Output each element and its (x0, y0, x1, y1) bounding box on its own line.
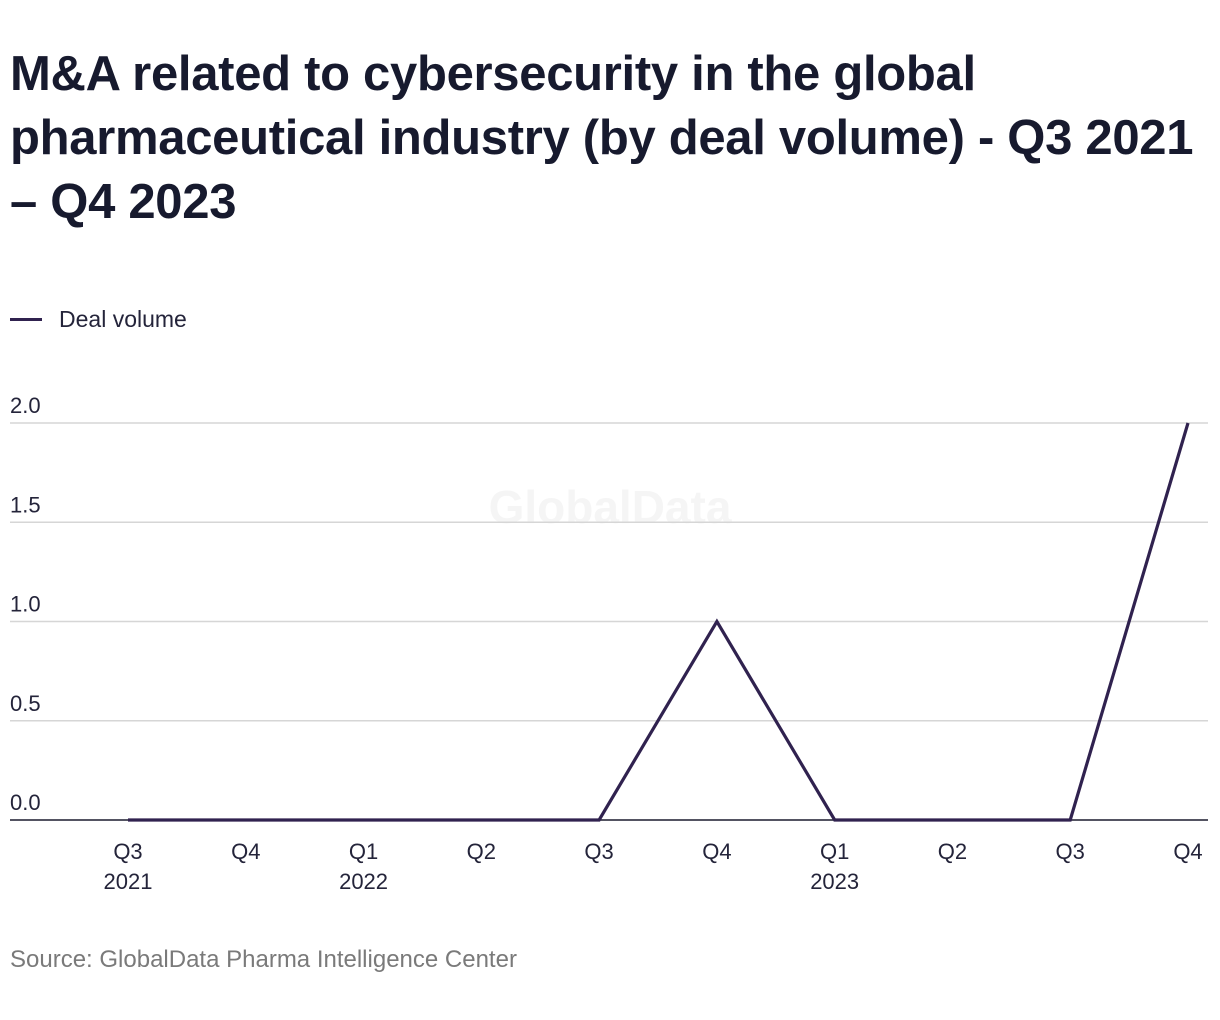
x-tick-label: Q4 (1173, 839, 1202, 864)
x-tick-label: Q3 (113, 839, 142, 864)
x-tick-label: Q1 (349, 839, 378, 864)
y-tick-label: 2.0 (10, 393, 41, 418)
x-axis-ticks: Q3 2021 Q4 Q1 2022 Q2 Q3 Q4 Q1 2023 Q2 Q3 Q4 (104, 839, 1203, 894)
x-tick-label: Q4 (702, 839, 731, 864)
watermark: GlobalData (489, 481, 732, 533)
line-chart: GlobalData 0.0 0.5 1.0 1.5 2.0 Q3 2021 Q4 Q1 202… (10, 393, 1208, 894)
x-tick-year-label: 2023 (810, 869, 859, 894)
x-tick-label: Q2 (938, 839, 967, 864)
x-tick-label: Q3 (1056, 839, 1085, 864)
chart-title: M&A related to cybersecurity in the glob… (10, 47, 1194, 229)
x-tick-label: Q4 (231, 839, 260, 864)
x-tick-year-label: 2021 (104, 869, 153, 894)
y-tick-label: 1.0 (10, 592, 41, 617)
y-tick-label: 1.5 (10, 492, 41, 517)
x-tick-year-label: 2022 (339, 869, 388, 894)
legend-label: Deal volume (59, 306, 187, 332)
y-axis-ticks: 0.0 0.5 1.0 1.5 2.0 (10, 393, 41, 815)
x-tick-label: Q3 (584, 839, 613, 864)
x-tick-label: Q2 (467, 839, 496, 864)
y-tick-label: 0.5 (10, 691, 41, 716)
x-tick-label: Q1 (820, 839, 849, 864)
series-layer (127, 422, 1190, 822)
y-tick-label: 0.0 (10, 790, 41, 815)
series-line-deal-volume (128, 422, 1190, 822)
legend-swatch (10, 318, 42, 321)
source-note: Source: GlobalData Pharma Intelligence C… (10, 946, 517, 973)
legend: Deal volume (10, 306, 187, 333)
